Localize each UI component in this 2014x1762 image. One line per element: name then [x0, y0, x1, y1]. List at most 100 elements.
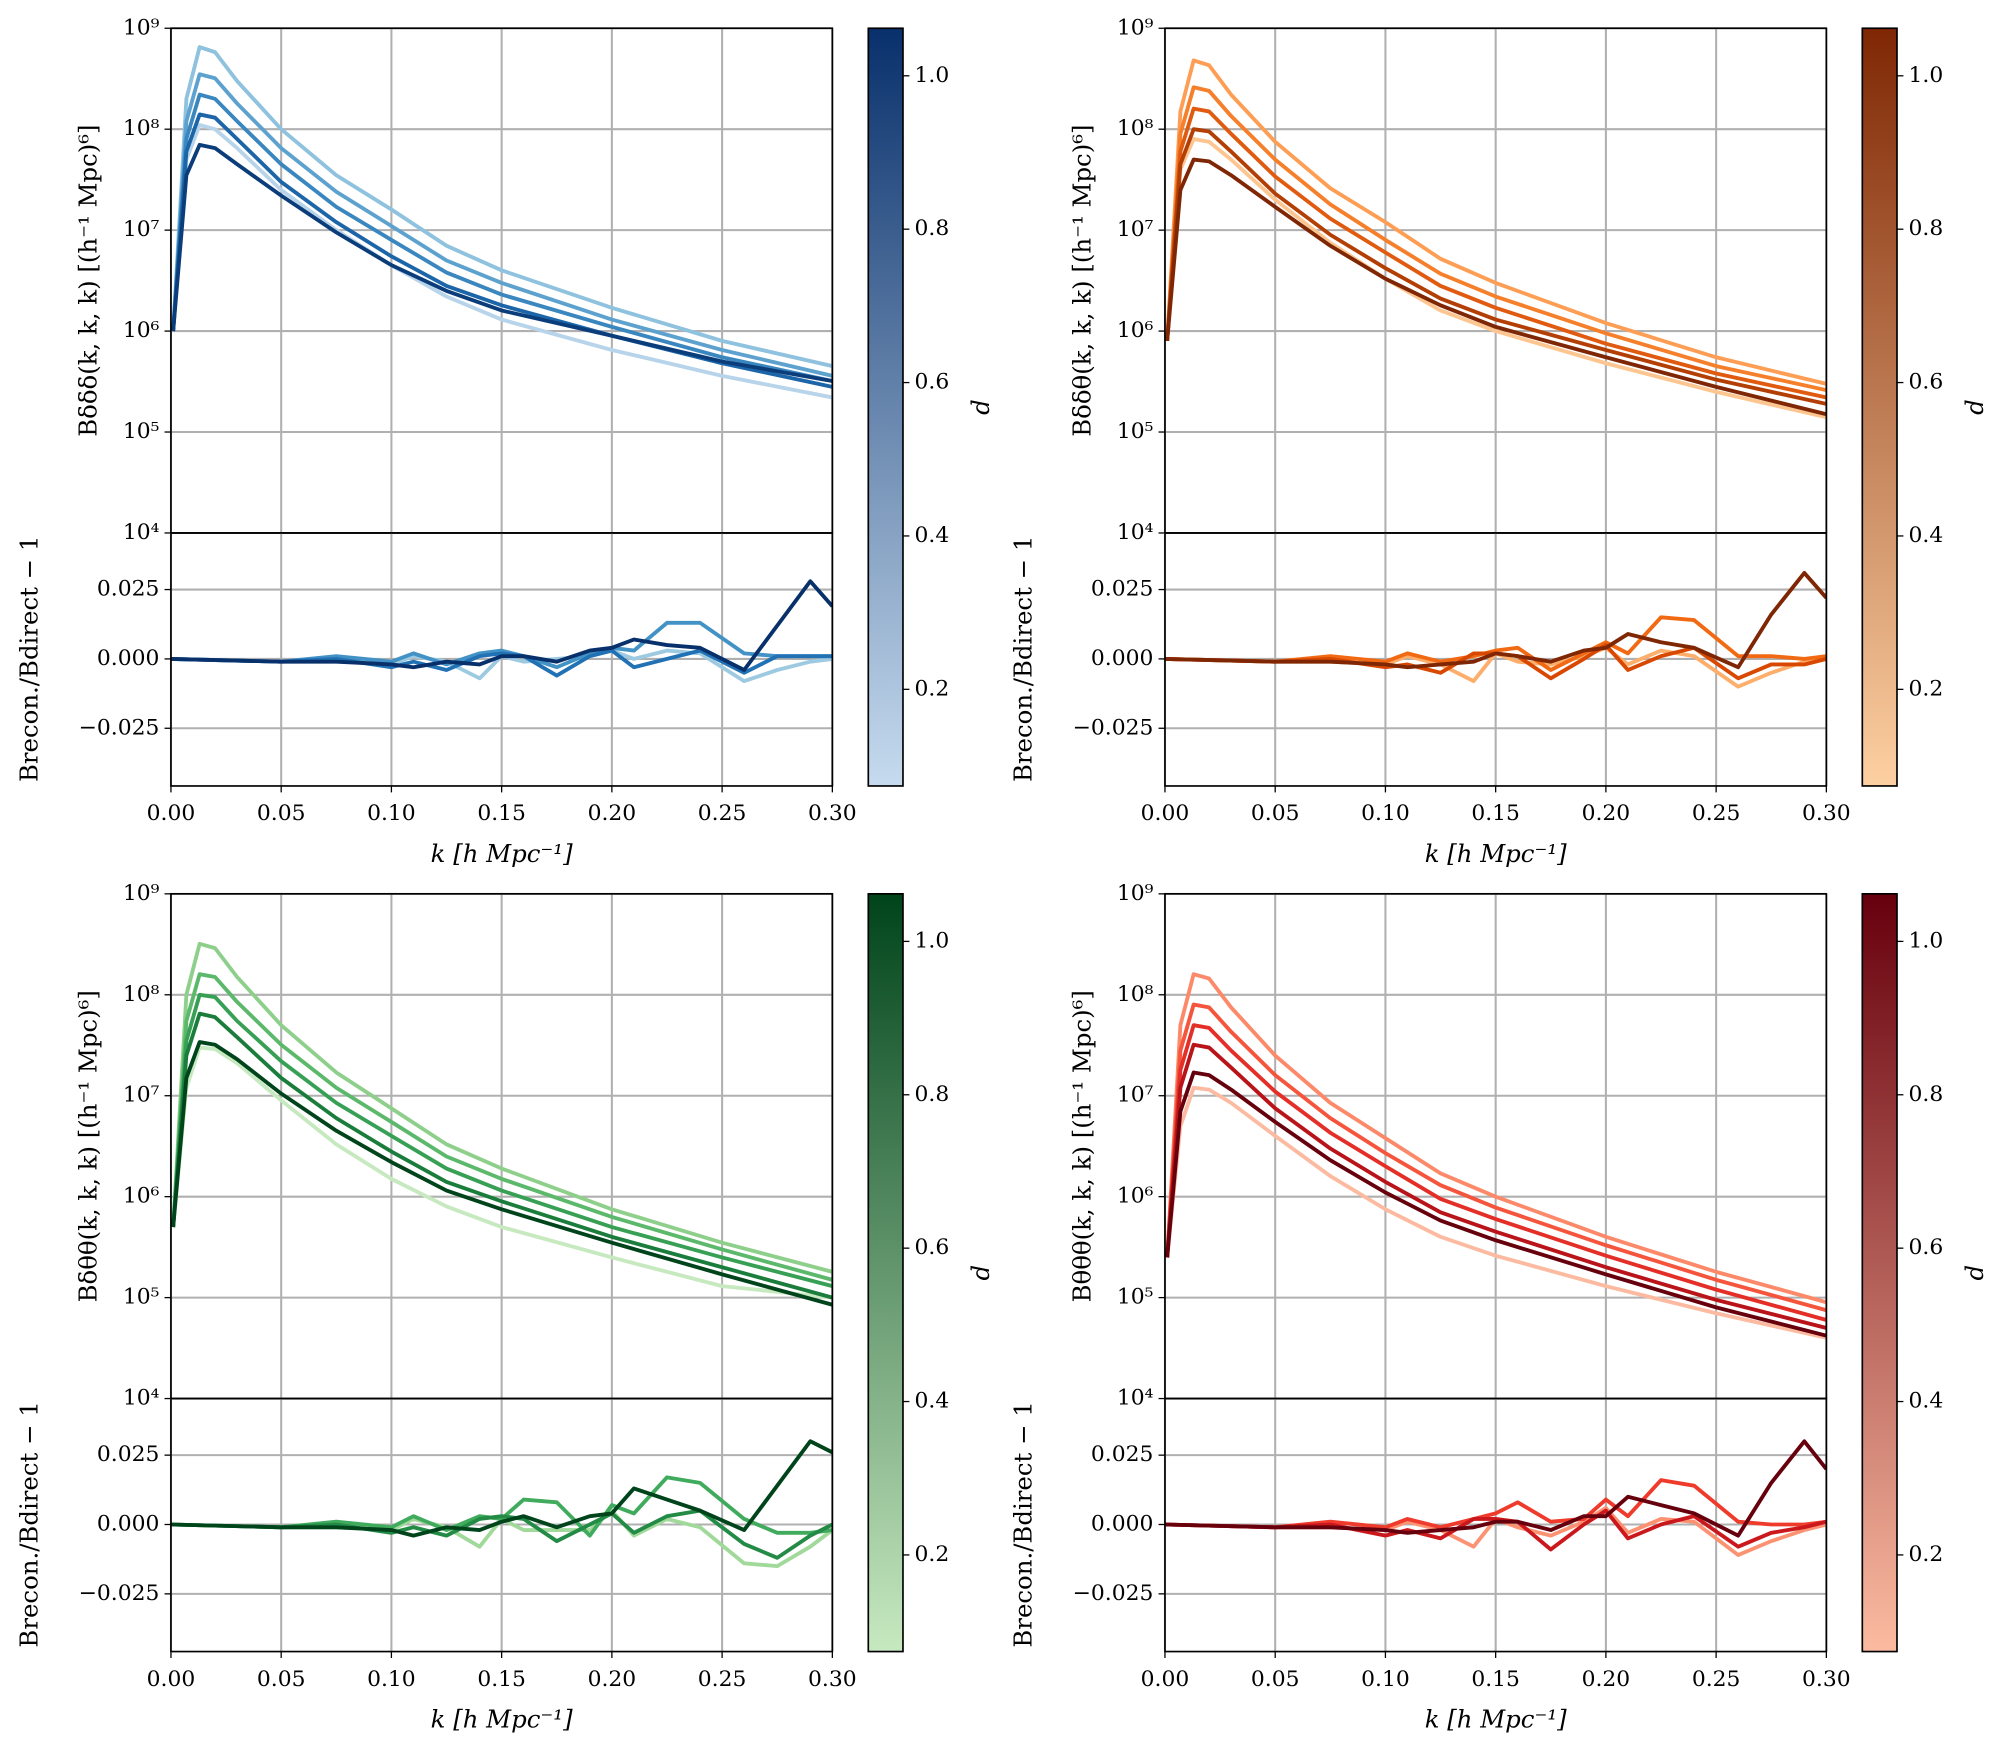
- colorbar-label: d: [1960, 399, 1989, 415]
- x-tick-label: 0.30: [1802, 801, 1851, 826]
- axes-frame: [1164, 532, 1828, 787]
- colorbar-label: d: [966, 399, 995, 415]
- colorbar-tick-label: 0.4: [915, 1389, 950, 1414]
- y-tick-label: 0.025: [97, 577, 159, 602]
- x-tick-label: 0.15: [477, 1667, 526, 1692]
- data-line: [1165, 58, 1827, 386]
- colorbar-tick-label: 0.6: [915, 1235, 950, 1260]
- x-tick-label: 0.20: [1582, 801, 1631, 826]
- x-tick-label: 0.10: [367, 801, 416, 826]
- data-line: [171, 1011, 833, 1300]
- x-axis-label: k [h Mpc⁻¹]: [431, 1704, 573, 1733]
- x-axis-label: k [h Mpc⁻¹]: [1425, 839, 1567, 868]
- y-tick-label: 10⁶: [123, 1184, 160, 1209]
- x-tick-label: 0.30: [1802, 1667, 1851, 1692]
- colorbar-tick-label: 0.8: [1909, 1082, 1944, 1107]
- y-tick-label: 10⁷: [123, 1083, 160, 1108]
- colorbar-tick-label: 1.0: [915, 63, 950, 88]
- y-tick-label: 10⁵: [1117, 1285, 1154, 1310]
- y-tick-label: −0.025: [79, 715, 160, 740]
- data-line: [1165, 85, 1827, 393]
- x-tick-label: 0.25: [1692, 801, 1741, 826]
- y-axis-label: Bδδδ(k, k, k) [(h⁻¹ Mpc)⁶]: [74, 124, 103, 436]
- y-tick-label: 0.000: [1091, 1511, 1154, 1536]
- x-tick-label: 0.00: [1141, 1667, 1190, 1692]
- y-tick-label: 10⁷: [1117, 217, 1154, 242]
- y-tick-label: 10⁷: [1117, 1083, 1154, 1108]
- x-axis-label: k [h Mpc⁻¹]: [1425, 1704, 1567, 1733]
- data-line: [1165, 1023, 1827, 1322]
- y-tick-label: 10⁷: [123, 217, 160, 242]
- colorbar-tick-label: 1.0: [1909, 63, 1944, 88]
- y-tick-label: −0.025: [1073, 1581, 1154, 1606]
- data-line: [1165, 1085, 1827, 1340]
- colorbar-tick-label: 0.2: [1909, 1542, 1944, 1567]
- data-line: [1164, 643, 1827, 681]
- axes-frame: [170, 1397, 834, 1653]
- x-tick-label: 0.15: [1471, 801, 1520, 826]
- data-line: [170, 1475, 833, 1538]
- y-tick-label: 10⁴: [1117, 1386, 1154, 1411]
- colorbar: [867, 893, 904, 1653]
- data-line: [171, 1040, 833, 1307]
- y-axis-label: Brecon./Bdirect − 1: [14, 1401, 43, 1647]
- x-tick-label: 0.00: [147, 801, 196, 826]
- colorbar-tick-label: 0.2: [915, 1542, 950, 1567]
- colorbar-label: d: [966, 1265, 995, 1281]
- colorbar-tick-label: 0.4: [915, 523, 950, 548]
- colorbar-label: d: [1960, 1265, 1989, 1281]
- x-tick-label: 0.30: [808, 801, 857, 826]
- y-tick-label: 10⁹: [1117, 881, 1154, 906]
- data-line: [1165, 157, 1827, 417]
- x-tick-label: 0.10: [367, 1667, 416, 1692]
- y-axis-label: Brecon./Bdirect − 1: [14, 536, 43, 782]
- colorbar-tick-label: 0.8: [1909, 216, 1944, 241]
- data-line: [171, 72, 833, 378]
- data-line: [170, 1508, 833, 1560]
- x-axis-label: k [h Mpc⁻¹]: [431, 839, 573, 868]
- data-line: [1165, 972, 1827, 1305]
- y-tick-label: 10⁸: [1117, 116, 1154, 141]
- data-line: [1164, 1508, 1827, 1552]
- y-tick-label: 10⁴: [123, 1386, 160, 1411]
- x-tick-label: 0.05: [1251, 1667, 1300, 1692]
- x-tick-label: 0.25: [1692, 1667, 1741, 1692]
- x-tick-label: 0.10: [1361, 1667, 1410, 1692]
- data-line: [171, 142, 833, 383]
- data-line: [1165, 1070, 1827, 1338]
- x-tick-label: 0.00: [1141, 801, 1190, 826]
- colorbar: [1861, 27, 1898, 787]
- data-line: [171, 941, 833, 1274]
- x-tick-label: 0.20: [588, 1667, 637, 1692]
- y-axis-label: Bδθθ(k, k, k) [(h⁻¹ Mpc)⁶]: [74, 990, 103, 1302]
- y-tick-label: 10⁶: [123, 318, 160, 343]
- colorbar-tick-label: 0.8: [915, 1082, 950, 1107]
- y-tick-label: 10⁸: [123, 116, 160, 141]
- x-tick-label: 0.10: [1361, 801, 1410, 826]
- x-tick-label: 0.05: [257, 801, 306, 826]
- y-axis-label: Bθθθ(k, k, k) [(h⁻¹ Mpc)⁶]: [1068, 990, 1097, 1302]
- data-line: [1165, 106, 1827, 400]
- y-tick-label: 10⁵: [1117, 419, 1154, 444]
- colorbar-tick-label: 0.6: [915, 370, 950, 395]
- data-line: [1164, 570, 1827, 670]
- data-line: [1164, 1478, 1827, 1530]
- colorbar-tick-label: 0.8: [915, 216, 950, 241]
- y-tick-label: 0.025: [1091, 577, 1154, 602]
- y-tick-label: 10⁶: [1117, 318, 1154, 343]
- y-tick-label: 0.000: [97, 646, 159, 671]
- y-tick-label: 10⁹: [123, 881, 160, 906]
- data-line: [1164, 615, 1827, 672]
- colorbar-tick-label: 0.6: [1909, 1235, 1944, 1260]
- y-tick-label: 10⁶: [1117, 1184, 1154, 1209]
- data-line: [171, 123, 833, 400]
- colorbar-tick-label: 0.4: [1909, 523, 1944, 548]
- x-tick-label: 0.05: [257, 1667, 306, 1692]
- y-tick-label: 10⁴: [123, 520, 160, 545]
- axes-frame: [1164, 1397, 1828, 1653]
- y-tick-label: 10⁵: [123, 419, 160, 444]
- y-tick-label: 0.000: [97, 1511, 159, 1536]
- x-tick-label: 0.00: [147, 1667, 196, 1692]
